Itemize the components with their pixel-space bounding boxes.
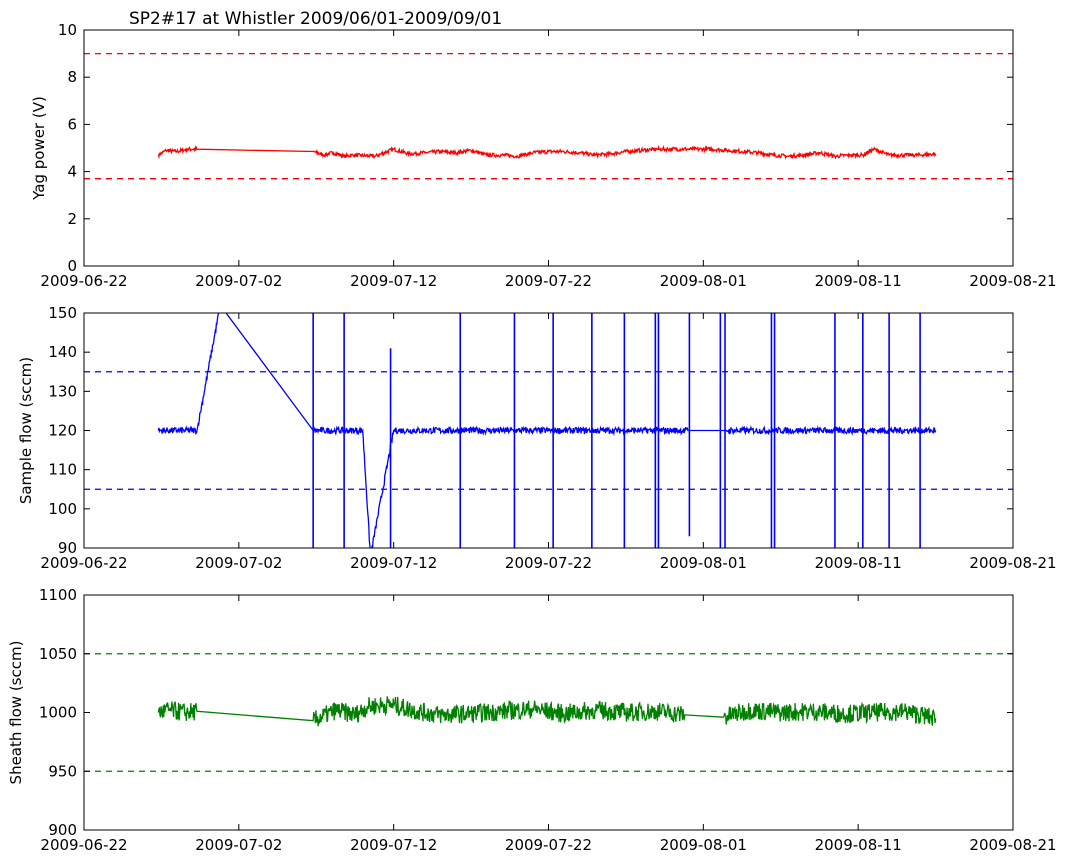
sample-y-tick-label: 110 [48, 461, 77, 479]
yag-x-tick-label: 2009-06-22 [40, 272, 127, 290]
sheath-x-tick-label: 2009-08-01 [660, 836, 747, 854]
yag-x-tick-label: 2009-07-22 [505, 272, 592, 290]
yag-x-tick-label: 2009-08-21 [969, 272, 1056, 290]
yag-x-tick-label: 2009-07-02 [195, 272, 282, 290]
sheath-series-line [157, 696, 937, 727]
sample-y-tick-label: 140 [48, 343, 77, 361]
yag-series-line [157, 144, 937, 160]
sheath-y-tick-label: 1000 [39, 704, 77, 722]
sheath-x-tick-label: 2009-08-11 [815, 836, 902, 854]
sample-x-tick-label: 2009-08-01 [660, 554, 747, 572]
sample-plot-area [84, 313, 1013, 548]
yag-y-tick-label: 6 [67, 115, 77, 133]
sample-x-tick-label: 2009-07-02 [195, 554, 282, 572]
sample-y-tick-label: 120 [48, 422, 77, 440]
sheath-plot-area [84, 653, 1013, 772]
yag-y-tick-label: 10 [58, 21, 77, 39]
sheath-y-tick-label: 1050 [39, 645, 77, 663]
yag-y-tick-label: 0 [67, 257, 77, 275]
yag-y-tick-label: 2 [67, 210, 77, 228]
sample-y-tick-label: 90 [58, 539, 77, 557]
yag-x-tick-label: 2009-08-11 [815, 272, 902, 290]
sheath-x-tick-label: 2009-07-22 [505, 836, 592, 854]
sheath-flow-panel: 2009-06-22 2009-07-02 2009-07-12 2009-07-22… [7, 586, 1057, 854]
yag-x-tick-label: 2009-07-12 [350, 272, 437, 290]
yag-y-tick-label: 8 [67, 68, 77, 86]
sample-y-axis-label: Sample flow (sccm) [17, 357, 35, 504]
sheath-x-tick-label: 2009-07-02 [195, 836, 282, 854]
sample-series-line [157, 313, 937, 548]
yag-power-panel: 2009-06-22 2009-07-02 2009-07-12 2009-07-22… [30, 21, 1057, 290]
sample-x-tick-label: 2009-08-21 [969, 554, 1056, 572]
yag-x-tick-label: 2009-08-01 [660, 272, 747, 290]
sample-flow-panel: 2009-06-22 2009-07-02 2009-07-12 2009-07-22… [17, 304, 1057, 572]
sheath-x-tick-label: 2009-08-21 [969, 836, 1056, 854]
sample-x-tick-label: 2009-08-11 [815, 554, 902, 572]
sheath-y-axis-label: Sheath flow (sccm) [7, 641, 25, 785]
sample-x-tick-label: 2009-07-12 [350, 554, 437, 572]
sheath-x-tick-label: 2009-06-22 [40, 836, 127, 854]
sample-y-tick-label: 130 [48, 382, 77, 400]
yag-y-axis-label: Yag power (V) [30, 96, 48, 201]
sheath-y-tick-label: 1100 [39, 586, 77, 604]
yag-y-tick-label: 4 [67, 163, 77, 181]
chart-title: SP2#17 at Whistler 2009/06/01-2009/09/01 [129, 9, 502, 29]
sample-y-tick-label: 100 [48, 500, 77, 518]
sample-x-tick-label: 2009-07-22 [505, 554, 592, 572]
sheath-x-tick-label: 2009-07-12 [350, 836, 437, 854]
sample-y-tick-label: 150 [48, 304, 77, 322]
sheath-y-tick-label: 950 [48, 762, 77, 780]
yag-plot-area [84, 52, 1013, 180]
sheath-y-tick-label: 900 [48, 821, 77, 839]
sample-x-tick-label: 2009-06-22 [40, 554, 127, 572]
